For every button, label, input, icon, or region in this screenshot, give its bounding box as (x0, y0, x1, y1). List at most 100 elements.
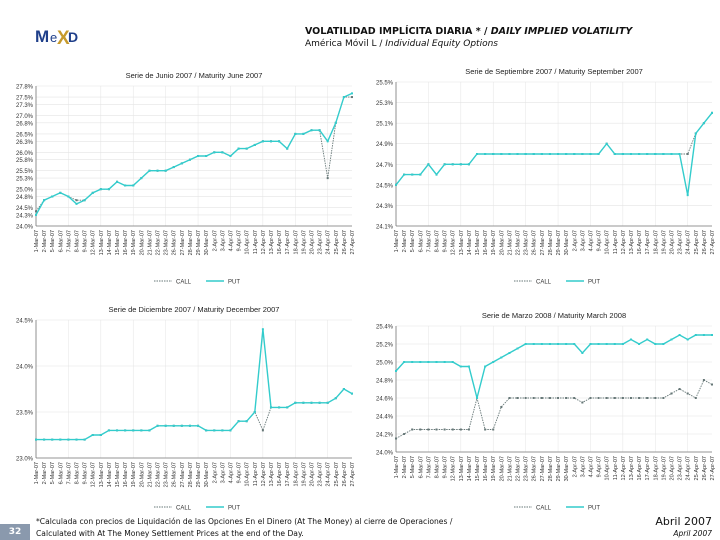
y-tick-label: 27.0% (16, 114, 34, 120)
x-tick-label: 11-Apr-07 (613, 230, 619, 254)
x-tick-label: 4-Apr-07 (228, 462, 234, 483)
x-tick-label: 2-Mar-07 (42, 230, 48, 252)
x-tick-label: 23-Mar-07 (164, 230, 170, 255)
x-tick-label: 27-Mar-07 (540, 230, 546, 255)
y-tick-label: 23.5% (16, 411, 34, 417)
report-month-en: April 2007 (673, 529, 712, 538)
data-point-put (646, 338, 649, 341)
x-tick-label: 1-Mar-07 (34, 230, 40, 252)
chart-march-2008: Serie de Marzo 2008 / Maturity March 200… (376, 311, 716, 512)
data-point-put (205, 155, 208, 157)
x-tick-label: 22-Mar-07 (516, 456, 522, 481)
data-point-call (451, 428, 454, 431)
x-tick-label: 16-Mar-07 (123, 462, 129, 487)
x-tick-label: 8-Mar-07 (435, 230, 441, 252)
x-tick-label: 12-Mar-07 (451, 230, 457, 255)
data-point-put (286, 406, 289, 409)
data-point-put (516, 153, 519, 155)
legend-label-put: PUT (588, 280, 600, 286)
x-tick-label: 17-Apr-07 (645, 456, 651, 480)
data-point-put (245, 147, 248, 150)
data-point-put (589, 343, 592, 345)
y-tick-label: 24.0% (16, 365, 34, 371)
data-point-put (116, 180, 119, 183)
data-point-put (213, 151, 216, 154)
x-tick-label: 27-Apr-07 (350, 230, 356, 254)
series-line-call (35, 96, 352, 212)
x-tick-label: 24-Apr-07 (686, 456, 692, 480)
data-point-put (686, 194, 689, 197)
data-point-put (107, 429, 110, 432)
data-point-call (605, 397, 608, 399)
data-point-put (419, 361, 422, 363)
chart-title: Serie de Septiembre 2007 / Maturity Sept… (465, 67, 643, 76)
x-tick-label: 12-Mar-07 (451, 456, 457, 481)
x-tick-label: 21-Mar-07 (507, 230, 513, 255)
data-point-put (711, 111, 713, 114)
x-tick-label: 12-Apr-07 (261, 230, 267, 254)
data-point-put (573, 343, 576, 345)
data-point-put (156, 424, 159, 427)
data-point-put (43, 199, 46, 202)
y-tick-label: 24.8% (376, 379, 394, 385)
data-point-call (326, 177, 329, 180)
x-tick-label: 23-Apr-07 (678, 230, 684, 254)
data-point-put (180, 162, 183, 165)
legend-label-put: PUT (228, 506, 240, 512)
chart-title: Serie de Diciembre 2007 / Maturity Decem… (109, 305, 280, 314)
data-point-put (678, 334, 681, 336)
series-line-call (395, 379, 713, 439)
data-point-put (164, 169, 167, 172)
y-tick-label: 25.5% (376, 81, 394, 87)
data-point-put (605, 142, 608, 145)
x-tick-label: 2-Apr-07 (572, 456, 578, 477)
x-tick-label: 27-Apr-07 (710, 456, 716, 480)
data-point-call (711, 383, 713, 386)
data-point-call (613, 397, 616, 399)
y-tick-label: 24.1% (376, 225, 394, 231)
data-point-call (621, 397, 624, 399)
x-tick-label: 6-Mar-07 (418, 456, 424, 478)
y-tick-label: 26.0% (16, 151, 34, 157)
x-tick-label: 26-Mar-07 (532, 456, 538, 481)
data-point-put (484, 153, 487, 155)
x-tick-label: 24-Apr-07 (326, 462, 332, 486)
x-tick-label: 22-Mar-07 (156, 230, 162, 255)
data-point-put (508, 352, 511, 354)
data-point-put (500, 356, 503, 359)
page-subtitle: América Móvil L / Individual Equity Opti… (305, 39, 498, 49)
data-point-put (278, 140, 281, 143)
data-point-put (132, 184, 135, 187)
x-tick-label: 7-Mar-07 (426, 230, 432, 252)
x-tick-label: 20-Mar-07 (139, 462, 145, 487)
x-tick-label: 30-Mar-07 (564, 456, 570, 481)
x-tick-label: 8-Mar-07 (435, 456, 441, 478)
y-tick-label: 24.5% (16, 206, 34, 212)
data-point-put (459, 365, 462, 368)
data-point-put (229, 155, 232, 157)
y-tick-label: 26.3% (16, 140, 34, 146)
x-tick-label: 8-Mar-07 (75, 462, 81, 484)
data-point-put (261, 140, 264, 143)
data-point-call (500, 406, 503, 408)
data-point-put (318, 401, 321, 404)
data-point-call (629, 397, 632, 399)
data-point-put (67, 438, 70, 441)
x-tick-label: 2-Mar-07 (42, 462, 48, 484)
x-tick-label: 27-Mar-07 (540, 456, 546, 481)
x-tick-label: 20-Mar-07 (499, 456, 505, 481)
x-tick-label: 7-Mar-07 (426, 456, 432, 478)
data-point-put (492, 153, 495, 155)
x-tick-label: 29-Mar-07 (196, 462, 202, 487)
y-tick-label: 25.8% (16, 158, 34, 164)
data-point-call (573, 397, 576, 399)
x-tick-label: 19-Mar-07 (491, 456, 497, 481)
x-tick-label: 19-Mar-07 (131, 230, 137, 255)
data-point-put (419, 173, 422, 176)
data-point-put (59, 191, 62, 194)
data-point-put (140, 429, 143, 432)
x-tick-label: 29-Mar-07 (556, 456, 562, 481)
x-tick-label: 26-Mar-07 (172, 462, 178, 487)
data-point-put (654, 343, 657, 345)
data-point-call (557, 397, 560, 399)
